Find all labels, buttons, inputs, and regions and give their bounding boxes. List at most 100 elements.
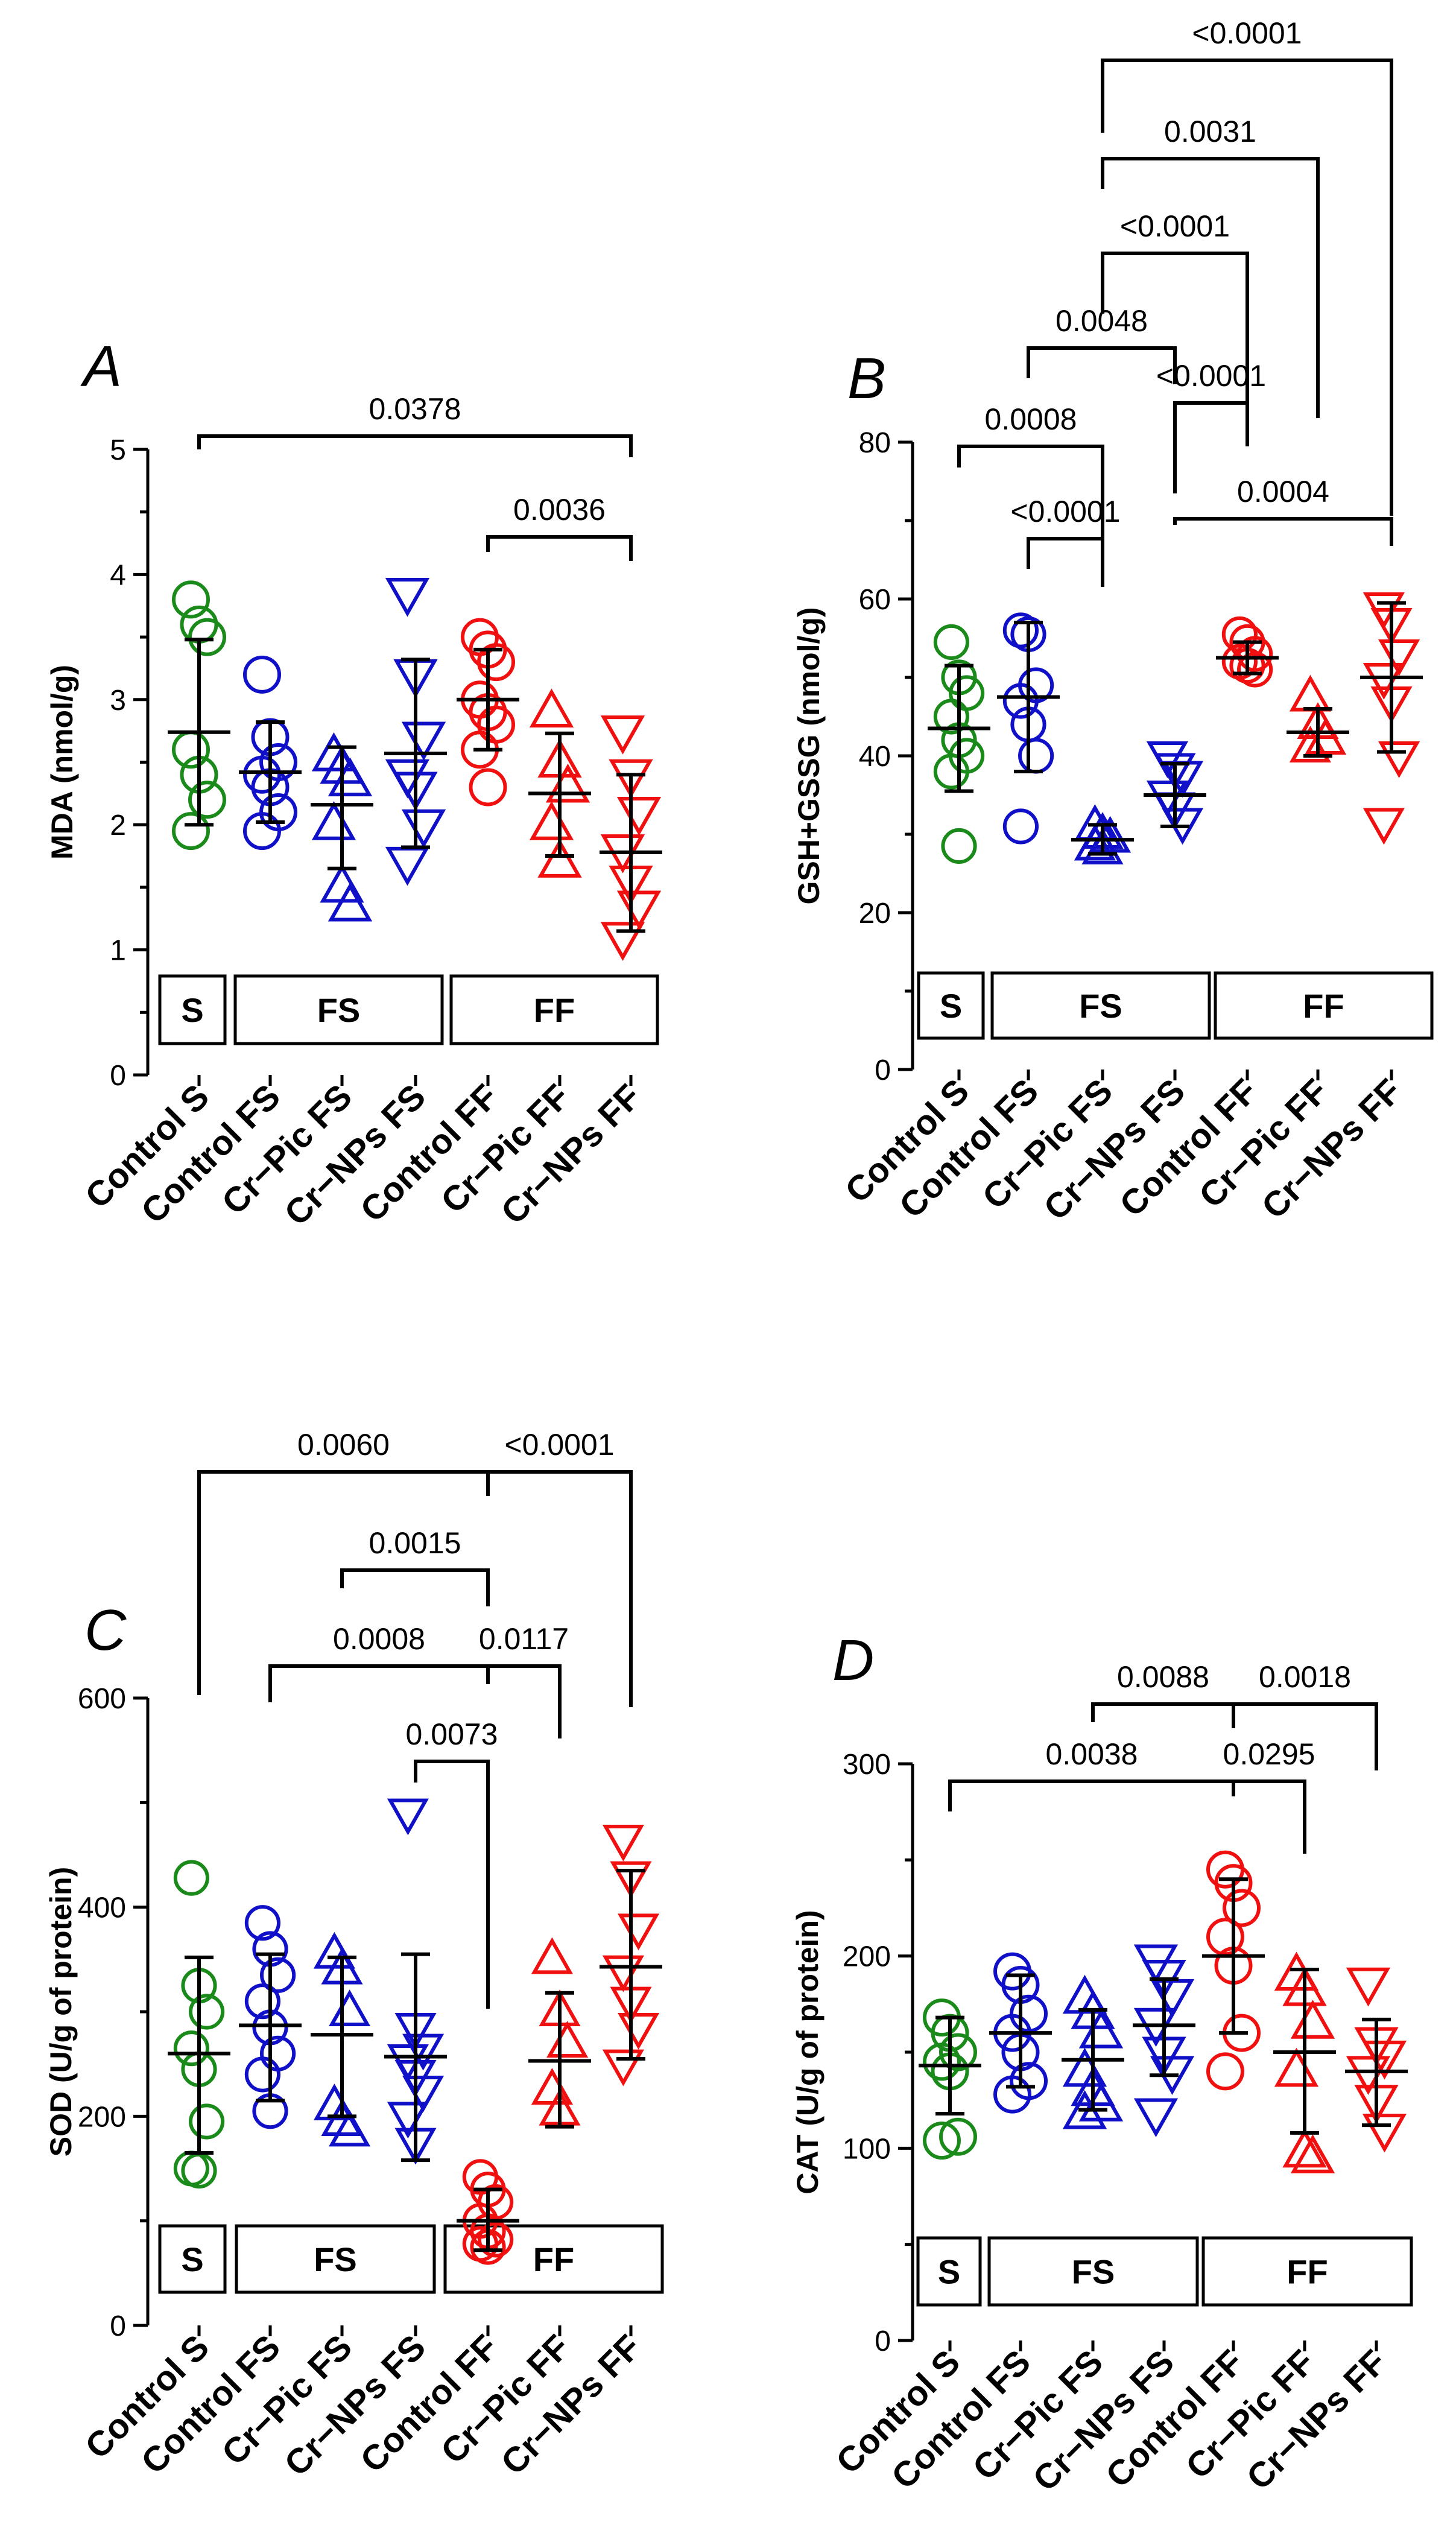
data-point	[329, 2109, 371, 2147]
data-point	[1290, 2134, 1335, 2173]
group-box-ff	[1214, 971, 1434, 1040]
data-point	[939, 2117, 977, 2156]
data-point	[189, 2103, 225, 2140]
bracket-line	[414, 1760, 490, 2009]
group-label: S	[938, 2253, 960, 2291]
p-value-label: 0.0295	[1223, 1737, 1315, 1771]
data-point	[385, 578, 430, 617]
y-tick-label: 5	[110, 434, 126, 466]
significance-bracket: <0.0001	[1101, 209, 1249, 446]
data-point	[545, 763, 590, 803]
data-point	[329, 1989, 371, 2026]
data-point	[1133, 2098, 1179, 2138]
data-point	[618, 2013, 660, 2050]
panel-letter: A	[80, 334, 122, 399]
significance-bracket: 0.0036	[486, 493, 633, 561]
group-box-s	[158, 974, 227, 1045]
data-point	[477, 643, 515, 682]
group-label: S	[181, 991, 203, 1029]
data-point	[1223, 1889, 1261, 1927]
data-point	[1290, 2000, 1335, 2039]
series-1	[239, 1905, 302, 2129]
series-2	[1062, 1974, 1124, 2129]
series-3	[1133, 1944, 1195, 2138]
data-point	[529, 688, 574, 728]
p-value-label: 0.0008	[333, 1622, 425, 1656]
data-point	[1363, 808, 1405, 845]
data-point	[180, 605, 218, 644]
data-point	[923, 2043, 961, 2081]
p-value-label: 0.0378	[369, 392, 461, 426]
data-point	[478, 2222, 514, 2258]
y-tick-label: 200	[78, 2101, 126, 2133]
data-point	[244, 1905, 280, 1941]
series-0	[168, 1860, 230, 2189]
series-5	[528, 1937, 591, 2129]
data-point	[244, 1983, 280, 2020]
group-label: S	[181, 2240, 203, 2278]
data-point	[1206, 1918, 1244, 1956]
group-box-s	[917, 971, 985, 1040]
data-point	[1289, 674, 1331, 712]
y-tick-label: 60	[859, 584, 891, 616]
series-3	[384, 578, 447, 886]
significance-bracket: <0.0001	[1156, 359, 1266, 493]
group-label: FS	[1079, 987, 1122, 1025]
data-point	[618, 1913, 660, 1951]
p-value-label: 0.0117	[479, 1622, 569, 1656]
data-point	[188, 618, 226, 656]
series-4	[1202, 1850, 1265, 2091]
p-value-label: <0.0001	[1156, 359, 1266, 393]
group-box-ff	[1201, 2236, 1413, 2307]
p-value-label: <0.0001	[504, 1428, 614, 1462]
data-point	[531, 1937, 573, 1974]
series-5	[1287, 674, 1349, 762]
data-point	[616, 796, 662, 836]
data-point	[537, 838, 582, 878]
data-point	[1206, 2052, 1244, 2091]
data-point	[546, 2021, 589, 2058]
data-point	[188, 781, 226, 819]
bracket-line	[340, 1568, 490, 1606]
data-point	[401, 809, 446, 849]
data-point	[328, 882, 373, 922]
y-tick-label: 20	[859, 898, 891, 930]
significance-bracket: 0.0073	[406, 1717, 498, 2009]
y-tick-label: 0	[875, 2325, 891, 2357]
p-value-label: 0.0060	[297, 1428, 390, 1462]
y-tick-label: 1	[110, 935, 126, 967]
data-point	[1002, 808, 1039, 845]
data-point	[600, 715, 645, 755]
p-value-label: <0.0001	[1010, 495, 1120, 528]
significance-bracket: 0.0015	[340, 1526, 490, 1606]
significance-bracket: 0.0018	[1232, 1660, 1378, 1770]
series-4	[457, 2159, 519, 2265]
p-value-label: 0.0073	[406, 1717, 498, 1751]
y-tick-label: 100	[843, 2133, 891, 2165]
group-label: FS	[1072, 2253, 1115, 2291]
data-point	[172, 730, 210, 769]
group-label: FS	[314, 2240, 357, 2278]
bracket-line	[486, 1470, 633, 1707]
bracket-line	[957, 445, 1104, 543]
group-box-s	[916, 2236, 982, 2307]
data-point	[941, 828, 977, 864]
data-point	[602, 1825, 644, 1862]
data-point	[1237, 651, 1273, 688]
series-0	[168, 580, 230, 851]
series-6	[1360, 592, 1423, 845]
data-point	[609, 759, 653, 799]
bracket-line	[1101, 252, 1249, 446]
p-value-label: 0.0015	[369, 1526, 461, 1560]
series-6	[1345, 1967, 1408, 2153]
significance-bracket: 0.0295	[1223, 1737, 1315, 1854]
series-2	[311, 1932, 373, 2147]
bracket-line	[1027, 537, 1104, 587]
p-value-label: 0.0004	[1237, 475, 1329, 509]
series-1	[989, 1952, 1052, 2114]
series-3	[384, 1798, 447, 2165]
data-point	[173, 1860, 209, 1896]
